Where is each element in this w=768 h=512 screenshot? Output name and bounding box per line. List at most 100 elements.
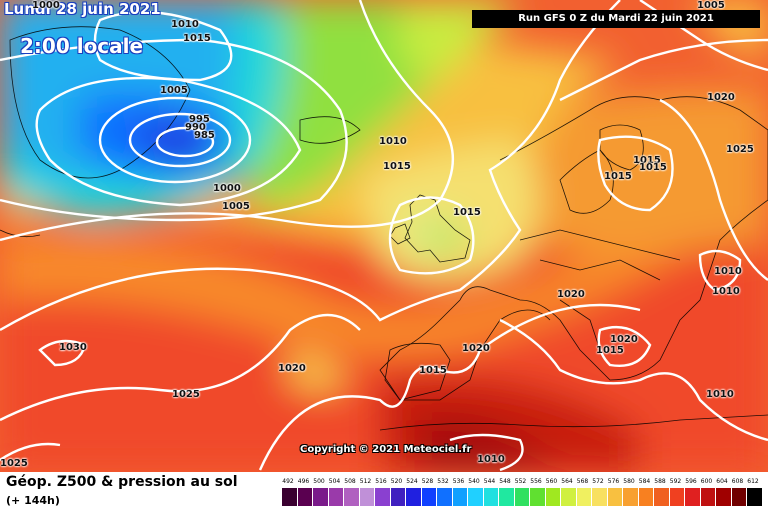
legend-swatch <box>328 488 343 506</box>
legend-label: 560 <box>545 478 558 485</box>
legend-label: 512 <box>359 478 372 485</box>
legend-swatch <box>359 488 374 506</box>
copyright: Copyright © 2021 Meteociel.fr <box>300 444 472 455</box>
legend-swatch <box>700 488 715 506</box>
isobar-label: 1020 <box>707 92 735 103</box>
legend-label: 548 <box>499 478 511 485</box>
legend-swatch <box>654 488 669 506</box>
isobar-label: 1005 <box>697 0 725 11</box>
isobar-label: 1025 <box>172 389 200 400</box>
legend-label: 596 <box>685 478 697 485</box>
legend-swatch <box>514 488 529 506</box>
legend-label: 508 <box>344 478 356 485</box>
legend-label: 600 <box>700 478 713 485</box>
legend-swatch <box>375 488 390 506</box>
isobar-label: 1010 <box>714 266 742 277</box>
isobar-label: 1005 <box>222 201 250 212</box>
legend-swatch <box>607 488 622 506</box>
legend-swatch <box>592 488 607 506</box>
forecast-offset: (+ 144h) <box>6 494 60 507</box>
legend-label: 608 <box>731 478 744 485</box>
legend-label: 520 <box>390 478 403 485</box>
isobars <box>0 0 768 472</box>
forecast-date: Lundi 28 juin 2021 <box>4 0 161 18</box>
legend-label: 524 <box>406 478 418 485</box>
legend-swatch <box>452 488 467 506</box>
legend-label: 572 <box>592 478 604 485</box>
legend-swatch <box>344 488 359 506</box>
legend-label: 532 <box>437 478 449 485</box>
isobar-label: 1015 <box>604 171 632 182</box>
isobar-label: 985 <box>194 130 215 141</box>
isobar-label: 1015 <box>633 155 661 166</box>
isobar-label: 1015 <box>453 207 481 218</box>
legend-swatch <box>545 488 560 506</box>
isobar-label: 1020 <box>610 334 638 345</box>
legend-label: 612 <box>747 478 759 485</box>
legend-swatch <box>731 488 746 506</box>
isobar-label: 990 <box>185 122 206 133</box>
isobar-label: 1025 <box>726 144 754 155</box>
map-title: Géop. Z500 & pression au sol <box>6 474 238 490</box>
legend-swatch <box>390 488 405 506</box>
legend-swatch <box>282 488 297 506</box>
legend-swatch <box>499 488 514 506</box>
legend-swatch <box>623 488 638 506</box>
legend-label: 592 <box>669 478 682 485</box>
legend-swatch <box>313 488 328 506</box>
isobar-label: 1015 <box>639 162 667 173</box>
isobar-label: 1000 <box>32 0 60 11</box>
isobar-label: 1005 <box>160 85 188 96</box>
legend-swatch <box>468 488 483 506</box>
legend-swatch <box>483 488 498 506</box>
isobar-label: 1015 <box>183 33 211 44</box>
map-area: Lundi 28 juin 2021 2:00 locale Run GFS 0… <box>0 0 768 472</box>
legend-labels: 492 496 500 504 508 512 516 520 524 528 532 536 540 5… <box>282 478 762 488</box>
legend-label: 492 <box>282 478 294 485</box>
isobar-label: 1025 <box>0 458 28 469</box>
isobar-label: 1020 <box>557 289 585 300</box>
legend-label: 564 <box>561 478 573 485</box>
legend-label: 604 <box>716 478 728 485</box>
geopotential-map <box>0 0 768 472</box>
legend-swatch <box>406 488 421 506</box>
legend-swatch <box>530 488 545 506</box>
color-legend <box>282 488 762 506</box>
isobar-label: 1010 <box>477 454 505 465</box>
legend-swatch <box>297 488 312 506</box>
legend-label: 516 <box>375 478 387 485</box>
isobar-label: 1010 <box>706 389 734 400</box>
legend-label: 540 <box>468 478 480 485</box>
legend-label: 552 <box>514 478 527 485</box>
isobar-label: 1010 <box>379 136 407 147</box>
legend-swatch <box>747 488 762 506</box>
legend-label: 584 <box>638 478 651 485</box>
legend-label: 500 <box>313 478 325 485</box>
run-info: Run GFS 0 Z du Mardi 22 juin 2021 <box>472 10 760 28</box>
legend-swatch <box>421 488 436 506</box>
legend-label: 576 <box>607 478 620 485</box>
isobar-label: 1015 <box>596 345 624 356</box>
legend-label: 568 <box>576 478 589 485</box>
coastlines <box>0 26 768 431</box>
legend-label: 504 <box>328 478 341 485</box>
isobar-label: 1010 <box>171 19 199 30</box>
legend-label: 496 <box>297 478 310 485</box>
legend-label: 588 <box>654 478 666 485</box>
legend-swatch <box>437 488 452 506</box>
legend-swatch <box>576 488 591 506</box>
local-time: 2:00 locale <box>20 34 144 58</box>
legend-swatch <box>716 488 731 506</box>
legend-swatch <box>638 488 653 506</box>
legend-swatch <box>669 488 684 506</box>
footer: Géop. Z500 & pression au sol (+ 144h) 49… <box>0 472 768 512</box>
legend-label: 536 <box>452 478 465 485</box>
legend-swatch <box>685 488 700 506</box>
legend-label: 580 <box>623 478 635 485</box>
isobar-label: 995 <box>189 114 210 125</box>
isobar-label: 1020 <box>278 363 306 374</box>
isobar-label: 1010 <box>712 286 740 297</box>
isobar-label: 1000 <box>213 183 241 194</box>
isobar-label: 1015 <box>383 161 411 172</box>
isobar-label: 1030 <box>59 342 87 353</box>
